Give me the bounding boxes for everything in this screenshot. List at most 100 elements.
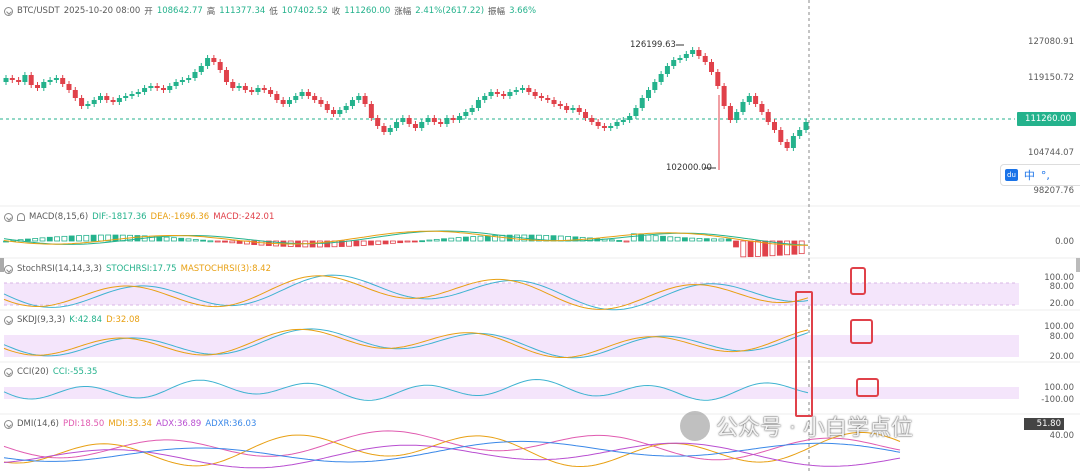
macd-bar <box>784 240 790 256</box>
candle-body <box>690 50 696 54</box>
price-axis-label: 104744.07 <box>1028 148 1074 158</box>
right-collapse-handle[interactable] <box>1076 258 1080 272</box>
visibility-toggle-icon[interactable] <box>4 6 13 16</box>
candle-body <box>614 122 620 126</box>
candle-body <box>419 122 425 128</box>
macd-bar <box>324 240 331 248</box>
visibility-toggle-icon[interactable] <box>4 264 13 274</box>
candle-body <box>34 85 40 88</box>
macd-bar <box>214 240 221 243</box>
macd-bar <box>528 234 535 242</box>
candle-body <box>28 75 34 85</box>
cci-name: CCI(20) <box>17 367 49 377</box>
skdj-d-line <box>3 328 809 358</box>
open-value: 108642.77 <box>156 6 203 16</box>
lang-zh[interactable]: 中 <box>1023 169 1035 182</box>
skdj-k: K:42.84 <box>69 315 103 325</box>
candle-body <box>343 106 349 110</box>
macd-bar <box>674 236 681 242</box>
candle-body <box>583 112 589 118</box>
candle-body <box>551 100 557 104</box>
macd-dea-line <box>3 230 809 246</box>
stochrsi-d-line <box>3 275 809 310</box>
cci-band <box>4 387 1019 399</box>
macd-bar <box>733 240 739 248</box>
candle-body <box>513 90 519 92</box>
candle-body <box>677 58 683 60</box>
macd-bar <box>616 240 623 242</box>
candle-body <box>236 86 242 88</box>
high-annotation: 126199.63 <box>630 40 676 50</box>
macd-bar <box>98 234 104 242</box>
alert-bell-icon[interactable] <box>17 213 25 221</box>
punctuation-icon[interactable]: °, <box>1040 168 1050 182</box>
macd-bar <box>776 240 783 256</box>
candle-body <box>564 106 570 110</box>
macd-bar <box>441 238 447 242</box>
candle-body <box>438 122 444 124</box>
dmi-mdi-line <box>3 431 901 468</box>
macd-bar <box>236 240 243 244</box>
close-label: 收 <box>331 7 341 17</box>
left-collapse-handle[interactable] <box>0 258 4 272</box>
skdj-axis-label: 100.00 <box>1044 322 1074 332</box>
dmi-pdi: PDI:18.50 <box>62 419 105 429</box>
dmi-pdi-line <box>3 430 901 461</box>
candle-body <box>160 88 166 90</box>
stochrsi-axis-label: 80.00 <box>1049 282 1074 292</box>
macd-bar <box>718 238 725 242</box>
macd-bar <box>105 234 112 242</box>
candle-body <box>620 120 626 122</box>
skdj-band <box>4 335 1019 357</box>
dmi-adx: ADX:36.89 <box>155 419 202 429</box>
candle-body <box>60 78 66 84</box>
candle-body <box>545 98 551 100</box>
candle-body <box>375 118 381 126</box>
macd-bar <box>609 239 615 242</box>
price-axis-label: 119150.72 <box>1028 73 1074 83</box>
candle-body <box>394 122 400 128</box>
candle-body <box>299 92 305 96</box>
candle-body <box>387 128 393 132</box>
candle-body <box>104 96 110 100</box>
candle-body <box>589 118 595 122</box>
macd-bar <box>375 240 382 245</box>
candle-body <box>576 108 582 112</box>
cci-line <box>3 378 809 401</box>
skdj-axis-label: 20.00 <box>1049 352 1074 362</box>
language-switcher[interactable]: du 中 °, <box>1000 164 1080 186</box>
candle-body <box>356 96 362 100</box>
macd-bar <box>382 240 389 245</box>
candle-body <box>16 80 22 82</box>
candle-body <box>349 100 355 106</box>
stochrsi-name: StochRSI(14,14,3,3) <box>17 264 102 274</box>
candle-body <box>242 86 248 90</box>
highlight-box-vertical <box>795 291 813 417</box>
macd-bar <box>623 240 630 243</box>
visibility-toggle-icon[interactable] <box>4 367 13 377</box>
high-value: 111377.34 <box>219 6 266 16</box>
candle-body <box>331 110 337 114</box>
candle-body <box>784 142 790 148</box>
candle-body <box>79 98 85 106</box>
macd-bar <box>163 236 170 242</box>
candle-body <box>110 100 116 102</box>
candle-body <box>91 100 97 104</box>
macd-bar <box>32 238 39 242</box>
visibility-toggle-icon[interactable] <box>4 212 13 222</box>
candle-body <box>538 96 544 98</box>
candle-body <box>482 96 488 100</box>
macd-bar <box>222 240 228 243</box>
candle-body <box>425 118 431 122</box>
candle-body <box>261 88 267 90</box>
candle-body <box>532 92 538 96</box>
low-value: 107402.52 <box>281 6 328 16</box>
visibility-toggle-icon[interactable] <box>4 419 13 429</box>
candle-body <box>658 74 664 82</box>
macd-bar <box>54 236 60 242</box>
macd-bar <box>68 235 75 242</box>
candle-body <box>41 82 47 88</box>
visibility-toggle-icon[interactable] <box>4 315 13 325</box>
candle-body <box>249 90 255 92</box>
